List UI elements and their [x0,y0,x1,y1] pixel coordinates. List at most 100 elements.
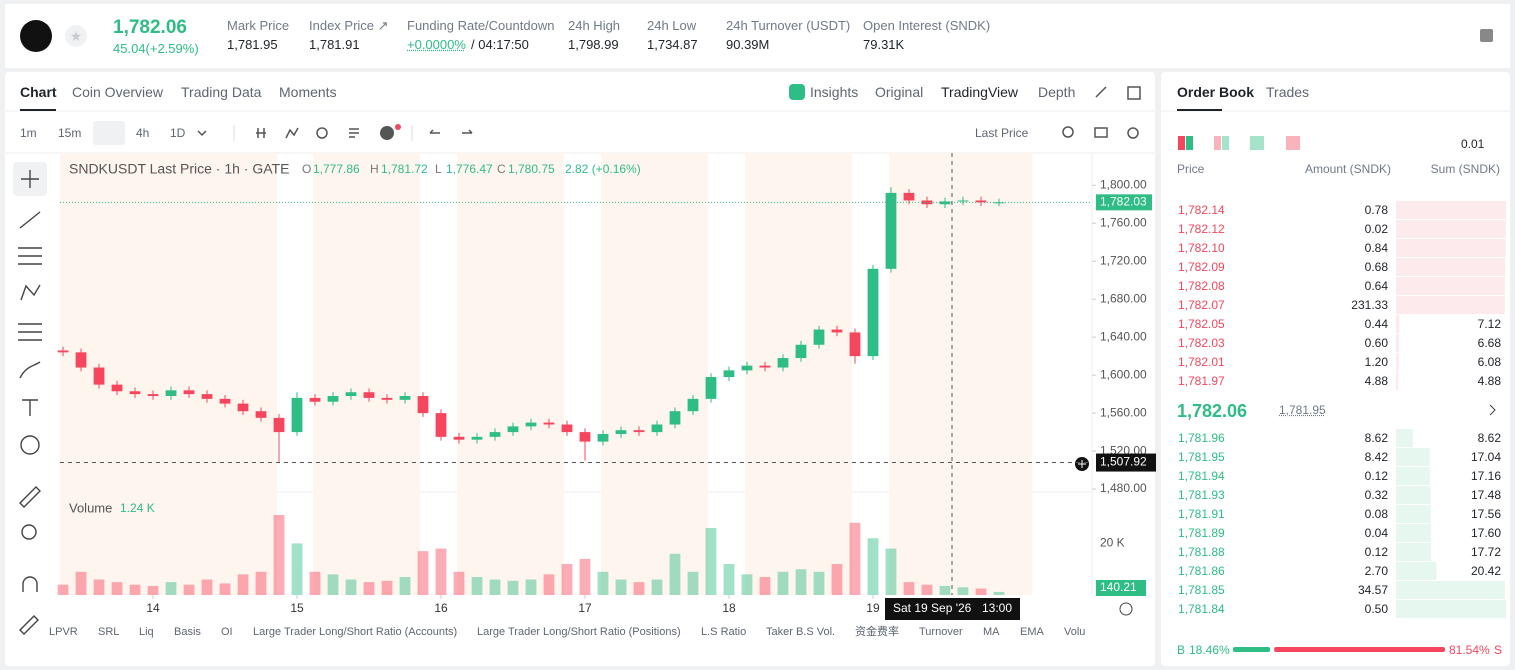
precision[interactable]: 0.01 [1461,137,1485,151]
interval[interactable]: 4h [136,126,150,140]
view-tab[interactable]: Insights [810,84,859,100]
buy-ratio-bar [1233,647,1271,652]
legend-value: 1,777.86 [313,162,360,176]
chart-tab[interactable]: Moments [279,84,337,100]
view-icon[interactable] [1178,136,1185,150]
last-price-box [1096,194,1152,211]
volume-current: 1.24 K [120,501,155,515]
camera-icon[interactable] [1094,127,1108,138]
indicator-tab[interactable]: OI [221,626,233,638]
volume-bar [597,571,609,595]
favorite-star[interactable]: ★ [65,25,87,47]
view-icon[interactable] [1186,136,1193,150]
sell-ratio-bar [1274,647,1445,652]
volume-bar [885,548,897,595]
volume-bar [723,564,735,595]
crosshair-price-box [1096,453,1156,472]
legend-value: 1,781.72 [381,162,428,176]
depth-bar [1396,429,1414,447]
candle-body [57,350,69,353]
depth-bar [1396,562,1437,580]
volume-last-label: 140.21 [1100,580,1137,594]
ruler-tool[interactable] [19,486,41,508]
replay-icon[interactable] [316,127,328,139]
book-sum: 6.68 [1477,336,1501,350]
text-tool[interactable] [22,399,38,416]
settings-icon[interactable] [1480,29,1493,42]
fib-tool[interactable] [18,323,42,341]
interval[interactable]: 15m [58,126,82,140]
indicator-tab[interactable]: LPVR [49,626,78,638]
candle-body [399,396,411,400]
indicator-tab[interactable]: Basis [174,626,201,638]
view-icon[interactable] [1222,136,1229,150]
book-tab[interactable]: Trades [1266,84,1310,100]
dropdown[interactable] [197,130,207,137]
chart-tab[interactable]: Coin Overview [72,84,164,100]
indicator-icon[interactable] [285,127,299,139]
candle-body [129,391,141,395]
book-amount: 8.42 [1364,450,1388,464]
undo-redo[interactable] [429,129,473,134]
indicator-tab[interactable]: 资金费率 [855,626,899,638]
book-tab[interactable]: Order Book [1177,84,1255,100]
y-tick-label: 1,800.00 [1100,177,1147,191]
indicator-tab[interactable]: SRL [98,626,120,638]
edit-tool[interactable] [19,615,39,635]
stat-value: 90.39M [726,37,770,52]
view-icon[interactable] [1250,136,1264,150]
emoji-tool[interactable] [20,435,40,455]
settings-icon[interactable] [1127,127,1139,139]
candle-body [651,424,663,433]
view-tab[interactable]: Depth [1038,84,1076,100]
volume-bar [417,551,429,595]
indicator-tab[interactable]: Large Trader Long/Short Ratio (Accounts) [253,626,458,638]
magnet-tool[interactable] [22,576,38,592]
book-amount: 0.08 [1364,507,1388,521]
mid-price: 1,782.06 [1177,401,1248,421]
column-header: Sum (SNDK) [1430,162,1500,176]
candle-icon[interactable] [256,128,266,138]
indicator-tab[interactable]: Volu [1064,626,1086,638]
view-icon[interactable] [1214,136,1221,150]
add-indicator[interactable] [380,126,394,140]
indicator-tab[interactable]: Turnover [919,626,963,638]
indicator-tab[interactable]: L.S Ratio [701,626,747,638]
chevron[interactable] [1489,404,1496,416]
crosshair-plus-sign [1078,460,1086,468]
x-tick-label: 16 [434,601,448,615]
interval[interactable]: 1D [170,126,186,140]
chart-tab[interactable]: Trading Data [181,84,262,100]
price-source[interactable]: Last Price [975,126,1029,140]
indicator-tab[interactable]: MA [983,626,1000,638]
template-icon[interactable] [349,128,359,138]
volume-bar [669,553,681,595]
pattern-tool[interactable] [20,284,41,301]
channel-tool[interactable] [18,247,42,265]
crosshair-tool[interactable] [21,170,39,188]
legend-key: O [302,162,311,176]
window-icons[interactable] [1095,86,1141,100]
indicator-tab[interactable]: Taker B.S Vol. [766,626,836,638]
axis-settings[interactable] [1119,602,1133,616]
search-icon[interactable] [1062,126,1074,138]
y-tick-label: 1,480.00 [1100,481,1147,495]
view-icon[interactable] [1286,136,1300,150]
stat-value: +0.0000% [407,37,466,52]
indicator-tab[interactable]: Large Trader Long/Short Ratio (Positions… [477,626,681,638]
view-tab[interactable]: Original [875,84,924,100]
indicator-tab[interactable]: EMA [1020,626,1044,638]
candle-body [867,268,879,357]
volume-bar [741,574,753,595]
line-tool[interactable] [19,211,41,229]
top-bar [5,4,1510,68]
indicator-tab[interactable]: Liq [139,626,154,638]
depth-bar [1396,600,1506,618]
interval[interactable]: 1m [20,126,37,140]
legend-key: L [435,162,442,176]
brush-tool[interactable] [19,361,41,379]
depth-bar [1396,448,1430,466]
zoom-tool[interactable] [21,524,37,540]
view-tab[interactable]: TradingView [941,84,1019,100]
chart-tab[interactable]: Chart [20,84,57,100]
